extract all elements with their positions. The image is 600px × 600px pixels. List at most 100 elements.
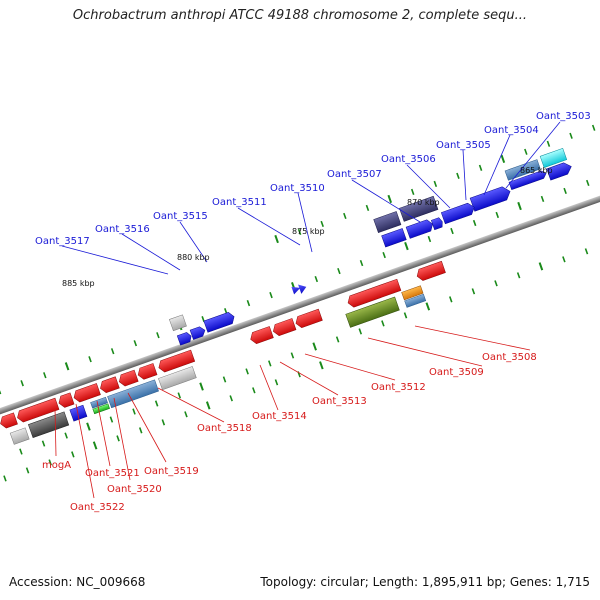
gene-label-oant-3522[interactable]: Oant_3522 bbox=[70, 502, 125, 513]
gene-oant-3508b[interactable] bbox=[373, 211, 402, 234]
accession-text: Accession: NC_009668 bbox=[9, 575, 146, 589]
tick-mark bbox=[387, 194, 393, 204]
gene-oant-3509b[interactable] bbox=[404, 293, 427, 308]
gene-oant-3504b[interactable] bbox=[508, 170, 547, 191]
tick-mark bbox=[154, 400, 159, 407]
gene-oant-3523c[interactable] bbox=[9, 427, 30, 445]
tick-mark bbox=[495, 211, 500, 219]
gene-oant-3520[interactable] bbox=[117, 369, 139, 387]
gene-oant-3520b[interactable] bbox=[107, 379, 159, 409]
tick-mark bbox=[524, 148, 528, 155]
gene-oant-3522b[interactable] bbox=[28, 411, 70, 439]
tick-mark bbox=[41, 440, 46, 447]
gene-label-oant-3514[interactable]: Oant_3514 bbox=[252, 411, 307, 422]
tick-mark bbox=[86, 422, 91, 431]
gene-oant-3521[interactable] bbox=[98, 376, 120, 394]
gene-oant-3512b[interactable] bbox=[345, 296, 400, 328]
gene-oant-3515[interactable] bbox=[203, 311, 236, 333]
gene-oant-3508-top[interactable] bbox=[381, 228, 407, 248]
gene-oant-3523b[interactable] bbox=[0, 412, 18, 430]
gene-oant-3518b[interactable] bbox=[158, 366, 197, 391]
tick-mark bbox=[312, 342, 317, 351]
tick-mark bbox=[48, 459, 52, 466]
gene-label-oant-3506[interactable]: Oant_3506 bbox=[381, 154, 436, 165]
gene-oant-3517[interactable] bbox=[176, 331, 193, 346]
tick-mark bbox=[0, 388, 2, 395]
tick-mark bbox=[229, 395, 233, 402]
gene-oant-3521b[interactable] bbox=[90, 396, 108, 409]
tick-mark bbox=[591, 124, 596, 131]
tick-mark bbox=[450, 227, 454, 235]
gene-oant-3512[interactable] bbox=[346, 278, 402, 308]
tick-mark bbox=[540, 195, 545, 203]
kbp-label-865: 865 kbp bbox=[520, 166, 553, 175]
gene-oant-3513[interactable] bbox=[294, 308, 323, 329]
tick-mark bbox=[335, 336, 340, 343]
gene-oant-3517b[interactable] bbox=[169, 314, 187, 332]
gene-label-oant-3516[interactable]: Oant_3516 bbox=[95, 224, 150, 235]
tick-mark bbox=[563, 187, 567, 195]
gene-oant-3519[interactable] bbox=[136, 363, 158, 380]
gene-oant-3523[interactable] bbox=[15, 397, 60, 423]
tick-mark bbox=[20, 380, 24, 387]
gene-label-moga[interactable]: mogA bbox=[42, 460, 71, 471]
gene-label-oant-3521[interactable]: Oant_3521 bbox=[85, 468, 140, 479]
gene-oant-3510b[interactable] bbox=[298, 282, 308, 294]
tick-mark bbox=[43, 372, 47, 379]
kbp-label-870: 870 kbp bbox=[407, 198, 440, 207]
gene-oant-3514[interactable] bbox=[271, 318, 297, 337]
gene-oant-3507[interactable] bbox=[405, 218, 435, 239]
gene-label-oant-3508[interactable]: Oant_3508 bbox=[482, 352, 537, 363]
tick-mark bbox=[161, 419, 166, 426]
tick-mark bbox=[290, 352, 295, 359]
tick-mark bbox=[314, 275, 319, 283]
gene-label-oant-3504[interactable]: Oant_3504 bbox=[484, 125, 539, 136]
gene-label-oant-3509[interactable]: Oant_3509 bbox=[429, 367, 484, 378]
gene-oant-3516[interactable] bbox=[189, 325, 207, 340]
gene-oant-3522[interactable] bbox=[72, 383, 101, 403]
gene-label-oant-3511[interactable]: Oant_3511 bbox=[212, 197, 267, 208]
gene-label-oant-3507[interactable]: Oant_3507 bbox=[327, 169, 382, 180]
gene-moga-b[interactable] bbox=[69, 404, 88, 422]
gene-label-oant-3510[interactable]: Oant_3510 bbox=[270, 183, 325, 194]
gene-oant-3503[interactable] bbox=[539, 147, 568, 168]
gene-oant-3521c[interactable] bbox=[92, 403, 110, 415]
tick-mark bbox=[337, 267, 341, 275]
tick-mark bbox=[246, 300, 251, 307]
gene-oant-3506[interactable] bbox=[440, 202, 476, 225]
gene-oant-3508[interactable] bbox=[415, 260, 446, 282]
tick-mark bbox=[64, 432, 68, 439]
tick-mark bbox=[297, 228, 302, 236]
gene-label-oant-3520[interactable]: Oant_3520 bbox=[107, 484, 162, 495]
gene-label-oant-3515[interactable]: Oant_3515 bbox=[153, 211, 208, 222]
page-title: Ochrobactrum anthropi ATCC 49188 chromos… bbox=[72, 8, 528, 23]
tick-mark bbox=[3, 475, 7, 482]
gene-oant-3505[interactable] bbox=[469, 185, 512, 212]
gene-label-oant-3517[interactable]: Oant_3517 bbox=[35, 236, 90, 247]
gene-oant-3509[interactable] bbox=[401, 285, 424, 301]
tick-mark bbox=[92, 441, 98, 450]
tick-mark bbox=[245, 368, 249, 375]
gene-label-oant-3505[interactable]: Oant_3505 bbox=[436, 140, 491, 151]
gene-moga[interactable] bbox=[57, 392, 75, 409]
gene-oant-3503b[interactable] bbox=[546, 161, 574, 181]
gene-label-oant-3503[interactable]: Oant_3503 bbox=[536, 111, 591, 122]
tick-mark bbox=[569, 132, 573, 139]
gene-oant-3514b[interactable] bbox=[249, 326, 274, 345]
gene-oant-3506b[interactable] bbox=[430, 217, 444, 231]
tick-mark bbox=[382, 251, 386, 259]
gene-label-oant-3513[interactable]: Oant_3513 bbox=[312, 396, 367, 407]
tick-mark bbox=[472, 219, 477, 227]
tick-mark bbox=[133, 340, 138, 347]
gene-oant-3510[interactable] bbox=[291, 284, 301, 295]
gene-oant-3518[interactable] bbox=[157, 349, 196, 373]
kbp-label-885: 885 kbp bbox=[62, 279, 95, 288]
tick-mark bbox=[25, 467, 30, 474]
gene-label-oant-3518[interactable]: Oant_3518 bbox=[197, 423, 252, 434]
tick-mark bbox=[471, 288, 476, 295]
gene-label-oant-3519[interactable]: Oant_3519 bbox=[144, 466, 199, 477]
gene-label-oant-3512[interactable]: Oant_3512 bbox=[371, 382, 426, 393]
tick-mark bbox=[403, 312, 408, 319]
